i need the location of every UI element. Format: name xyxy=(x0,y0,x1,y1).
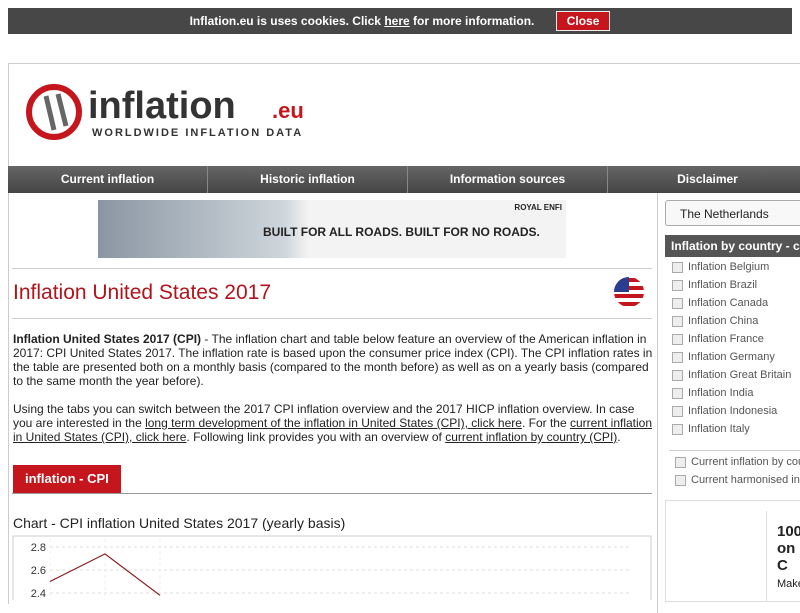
ad-text: BUILT FOR ALL ROADS. BUILT FOR NO ROADS. xyxy=(263,225,540,239)
cookie-link[interactable]: here xyxy=(384,14,410,28)
country-link[interactable]: Inflation Great Britain xyxy=(666,366,800,384)
sidebar-link[interactable]: Current harmonised infl xyxy=(669,471,800,489)
country-list: Inflation Belgium Inflation Brazil Inflati… xyxy=(666,258,800,438)
cookie-bar: Inflation.eu is uses cookies. Click here… xyxy=(8,8,792,34)
y-tick-label: 2.8 xyxy=(31,542,46,554)
country-link[interactable]: Inflation Brazil xyxy=(666,276,800,294)
country-select[interactable]: The Netherlands xyxy=(665,200,800,226)
text-link[interactable]: current inflation by country (CPI) xyxy=(445,430,618,444)
country-link[interactable]: Inflation Belgium xyxy=(666,258,800,276)
divider xyxy=(12,318,652,319)
intro-text: Inflation United States 2017 (CPI) - The… xyxy=(13,332,653,444)
bold-text: Inflation United States 2017 (CPI) xyxy=(13,332,202,346)
text: Using the tabs you can switch between th… xyxy=(13,402,638,430)
paragraph: Inflation United States 2017 (CPI) - The… xyxy=(13,332,653,388)
ad-banner[interactable]: ROYAL ENFI BUILT FOR ALL ROADS. BUILT FO… xyxy=(98,200,566,258)
page-heading: Inflation United States 2017 xyxy=(13,281,272,304)
nav-item[interactable]: Information sources xyxy=(408,166,608,193)
y-tick-label: 2.4 xyxy=(31,588,46,600)
sidebar-links: Current inflation by cou Current harmonis… xyxy=(669,450,800,489)
page: Inflation.eu is uses cookies. Click here… xyxy=(8,8,800,613)
text-link[interactable]: current inflation in United States (CPI)… xyxy=(13,416,653,444)
ad-title: on C xyxy=(777,540,796,574)
y-tick-label: 2.6 xyxy=(31,565,46,577)
ad-title: 100 xyxy=(777,523,800,540)
nav-item[interactable]: Current inflation xyxy=(8,166,208,193)
country-link[interactable]: Inflation Germany xyxy=(666,348,800,366)
cookie-text: Inflation.eu is uses cookies. Click xyxy=(189,14,381,28)
logo-tld: .eu xyxy=(272,98,304,123)
divider xyxy=(12,493,652,494)
country-link[interactable]: Inflation Italy xyxy=(666,420,800,438)
logo-tagline: WORLDWIDE INFLATION DATA xyxy=(92,127,303,139)
sidebar-header: Inflation by country - c xyxy=(665,235,800,257)
chart-frame xyxy=(12,535,652,600)
logo-icon xyxy=(26,84,82,140)
country-link[interactable]: Inflation Canada xyxy=(666,294,800,312)
tab[interactable]: inflation - CPI xyxy=(13,465,121,493)
ad-brand: ROYAL ENFI xyxy=(514,203,562,212)
ad-text: Make xyxy=(777,578,800,590)
logo: inflation .eu WORLDWIDE INFLATION DATA xyxy=(26,84,304,140)
close-button[interactable]: Close xyxy=(555,11,611,31)
nav-item[interactable]: Historic inflation xyxy=(208,166,408,193)
cookie-text: for more information. xyxy=(413,14,535,28)
flag xyxy=(614,277,644,307)
nav-bar: Current inflation Historic inflation Infor… xyxy=(8,166,800,193)
text: . Following link provides you with an ov… xyxy=(186,430,446,444)
country-link[interactable]: Inflation China xyxy=(666,312,800,330)
chart: 2.8 2.6 2.4 xyxy=(12,535,652,600)
country-link[interactable]: Inflation Indonesia xyxy=(666,402,800,420)
country-link[interactable]: Inflation India xyxy=(666,384,800,402)
divider xyxy=(12,268,652,269)
logo-icon xyxy=(43,93,69,131)
country-link[interactable]: Inflation France xyxy=(666,330,800,348)
text: - The inflation chart and table below fe… xyxy=(13,332,656,388)
text-link[interactable]: long term development of the inflation i… xyxy=(145,416,522,430)
sidebar-ad: 100 on C Make xyxy=(665,500,800,602)
ad-box[interactable]: 100 on C Make xyxy=(766,511,800,601)
page-frame xyxy=(8,63,800,604)
data-line xyxy=(49,553,161,596)
nav-item[interactable]: Disclaimer xyxy=(608,166,800,193)
text: . xyxy=(617,430,621,444)
text: . For the xyxy=(521,416,570,430)
paragraph: Using the tabs you can switch between th… xyxy=(13,402,653,444)
chart-title: Chart - CPI inflation United States 2017… xyxy=(13,515,346,531)
divider xyxy=(657,193,658,613)
sidebar-link[interactable]: Current inflation by cou xyxy=(669,453,800,471)
logo-name: inflation xyxy=(88,85,236,127)
